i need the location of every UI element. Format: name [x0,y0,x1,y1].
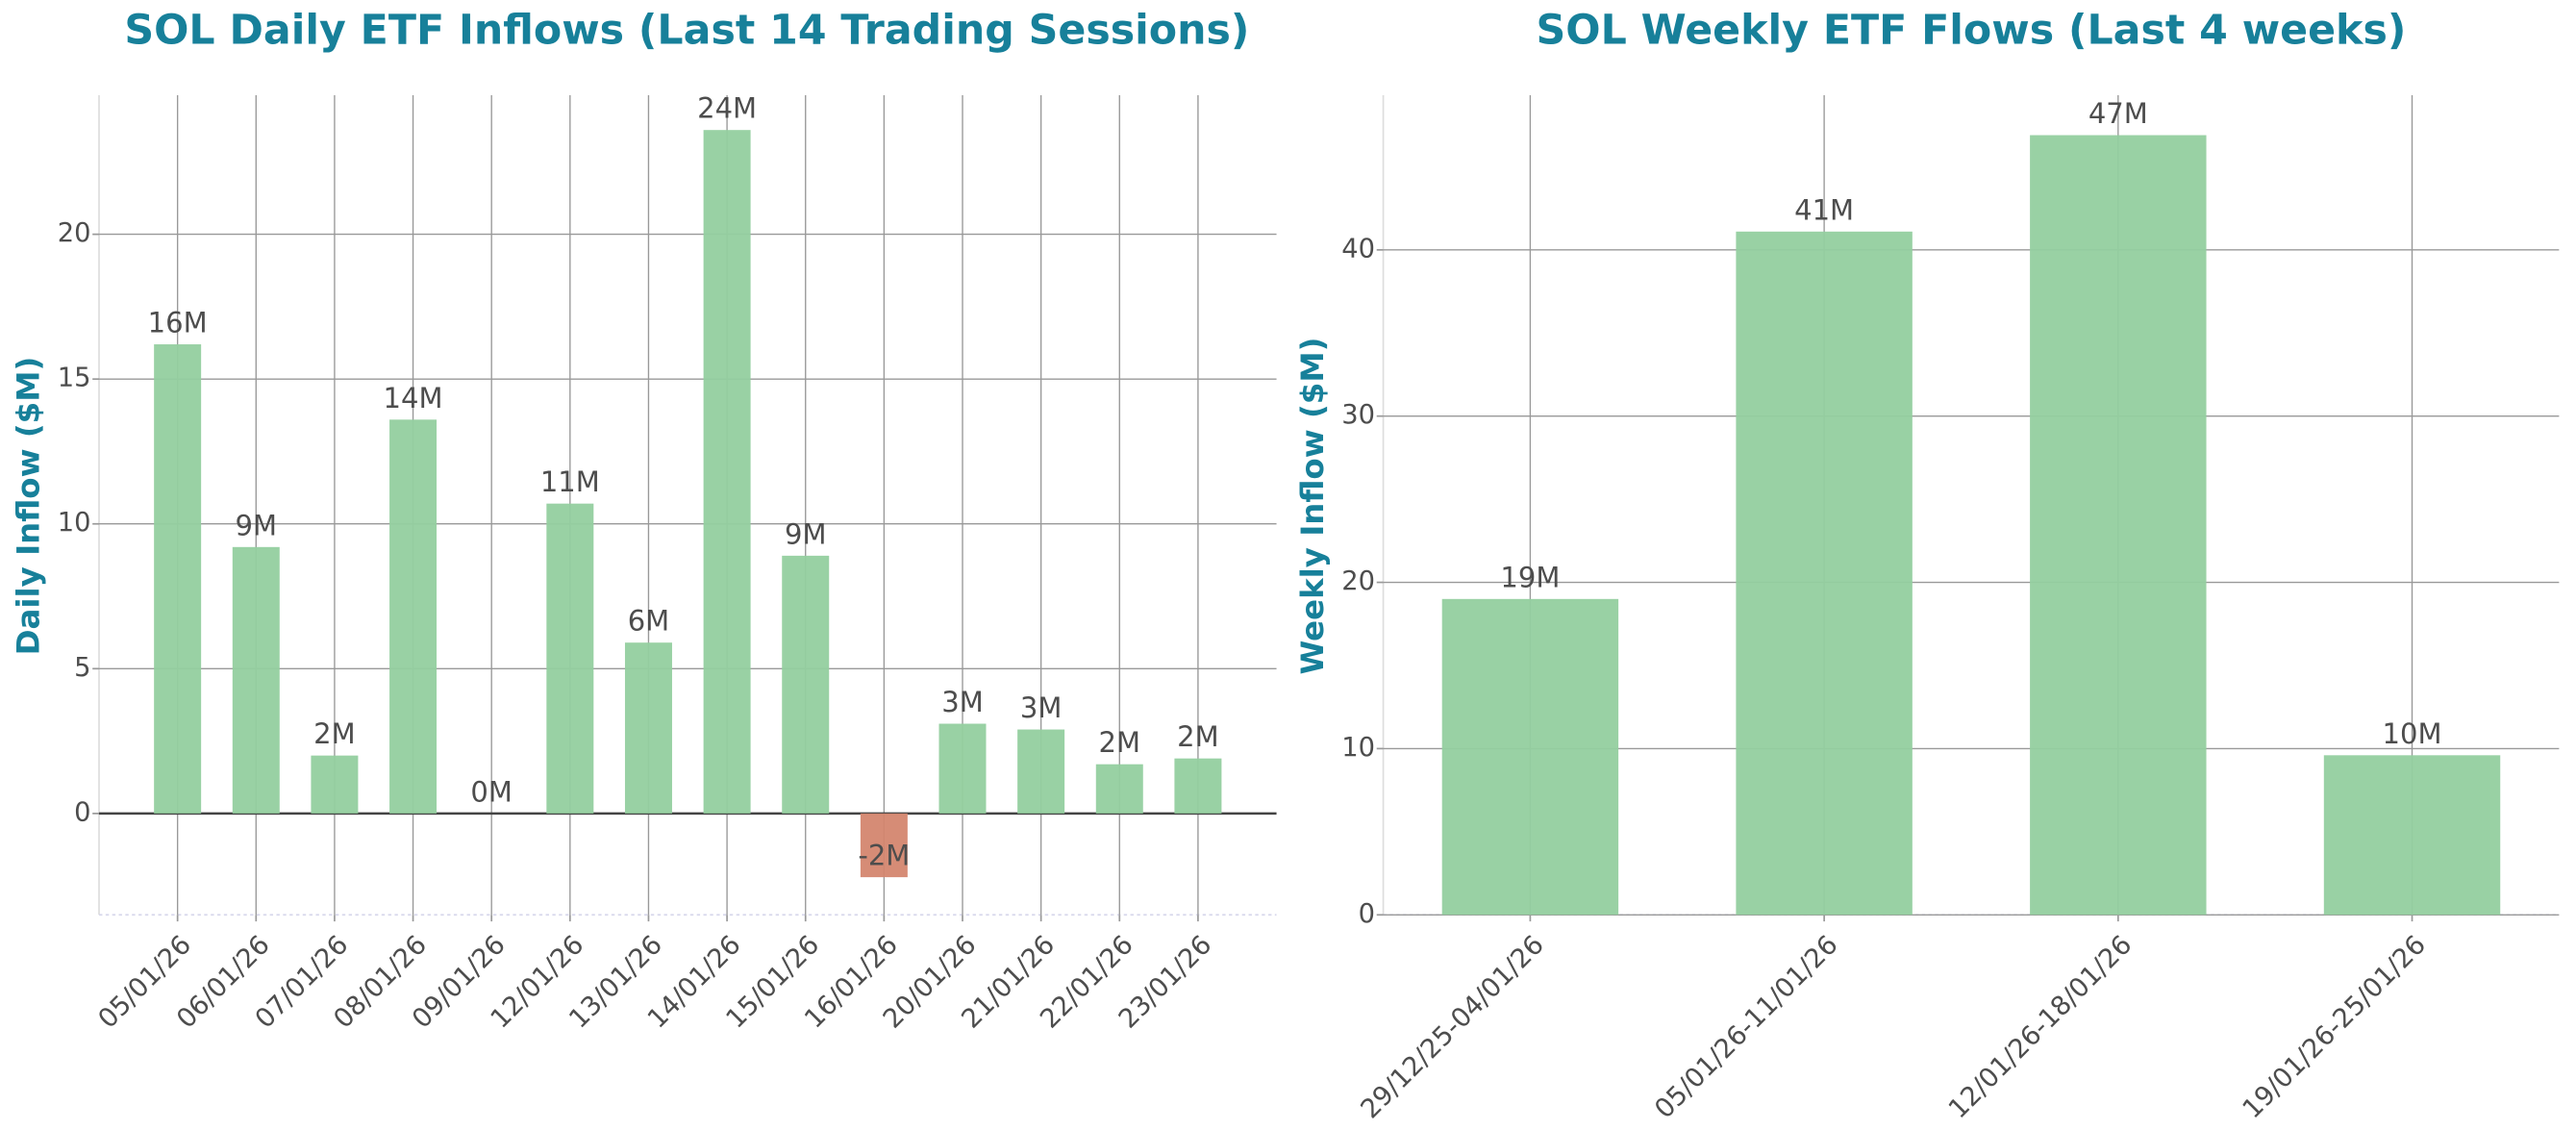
bar [389,419,438,814]
x-tick-label: 12/01/26-18/01/26 [1943,930,2138,1124]
y-axis-label: Weekly Inflow ($M) [1294,338,1331,675]
value-label: 19M [1500,561,1560,593]
x-tick-label: 05/01/26-11/01/26 [1649,930,1843,1124]
value-label: 14M [384,382,443,414]
y-tick-label: 30 [1341,400,1375,430]
y-tick-label: 0 [74,797,90,827]
y-tick-label: 20 [1341,566,1375,596]
y-axis-label: Daily Inflow ($M) [10,357,46,656]
bar [1174,758,1222,814]
value-label: 9M [785,517,827,550]
bar [782,555,830,814]
y-tick-label: 15 [58,364,91,393]
chart-title: SOL Weekly ETF Flows (Last 4 weeks) [1537,7,2407,55]
value-label: 2M [1177,720,1219,753]
value-label: 47M [2088,97,2148,130]
chart-title: SOL Daily ETF Inflows (Last 14 Trading S… [124,7,1249,55]
value-label: 3M [941,686,984,718]
bar [860,813,908,878]
bar [2030,135,2207,916]
y-tick-label: 20 [58,218,91,248]
bar [938,723,987,814]
x-tick-label: 19/01/26-25/01/26 [2238,930,2432,1124]
value-label: 11M [540,465,600,498]
bar [1095,764,1143,814]
value-label: 10M [2383,717,2442,750]
value-label: 41M [1794,193,1854,226]
value-label: 3M [1020,691,1063,724]
bar [311,755,359,814]
y-tick-label: 10 [58,508,91,538]
bar [154,344,202,814]
value-label: 16M [148,307,208,339]
bar [1017,729,1065,814]
y-tick-label: 40 [1341,234,1375,264]
bar [624,642,672,814]
bar [1736,231,1913,916]
value-label: 24M [697,92,757,125]
x-tick-label: 29/12/25-04/01/26 [1356,930,1550,1124]
value-label: -2M [858,840,910,872]
value-label: 0M [470,775,513,808]
value-label: 2M [313,717,356,750]
bar [2323,755,2501,916]
bar [546,503,594,814]
value-label: 6M [628,605,670,638]
bar [1441,598,1619,916]
y-tick-label: 0 [1359,899,1375,929]
y-tick-label: 10 [1341,733,1375,763]
y-tick-label: 5 [74,653,90,683]
value-label: 9M [236,509,278,541]
bar [232,546,280,814]
bar [703,130,751,814]
value-label: 2M [1099,726,1141,759]
